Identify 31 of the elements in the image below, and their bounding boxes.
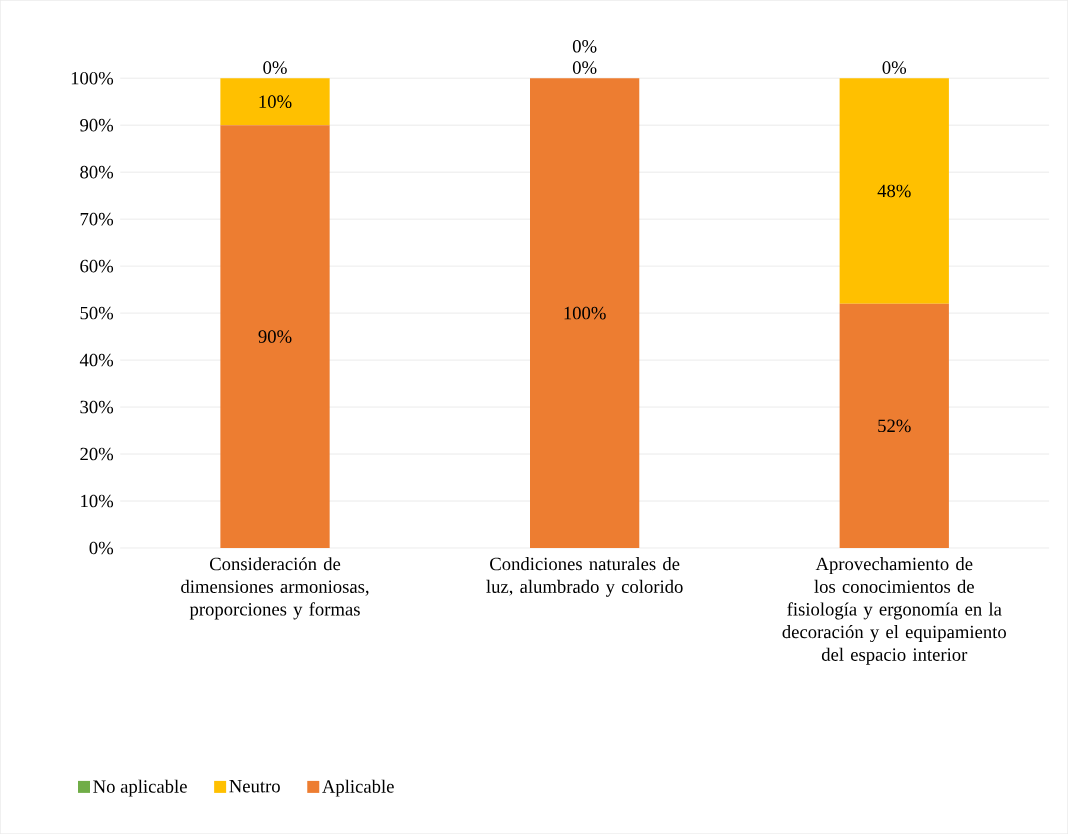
y-tick-label: 90%	[80, 118, 114, 132]
y-tick-label: 80%	[80, 165, 114, 179]
y-tick-label: 0%	[89, 541, 114, 555]
data-label: 0%	[882, 61, 907, 74]
bar	[220, 125, 330, 548]
data-label: 100%	[564, 306, 606, 320]
legend-label: No aplicable	[93, 779, 187, 797]
y-tick-label: 30%	[80, 400, 114, 414]
data-label: 0%	[263, 61, 287, 74]
x-tick-label: Consideración de dimensiones armoniosas, proporciones y formas	[181, 557, 369, 620]
x-tick-label: Condiciones naturales de luz, alumbrado y colorido	[486, 557, 683, 597]
data-label: 0%	[572, 39, 597, 53]
y-tick-label: 60%	[80, 259, 114, 273]
y-tick-label: 70%	[80, 212, 114, 226]
data-label: 48%	[877, 184, 911, 198]
x-tick-label: Aprovechamiento de los conocimientos de fisiología y ergonomía en la decoración y el equipamiento del espacio interior	[782, 557, 1006, 665]
y-tick-label: 40%	[79, 353, 114, 367]
legend-label: Neutro	[229, 780, 280, 793]
y-tick-label: 10%	[81, 494, 114, 508]
bar	[530, 78, 640, 548]
data-label: 52%	[878, 419, 911, 433]
bar	[220, 78, 330, 126]
bar	[839, 78, 949, 304]
y-tick-label: 50%	[80, 306, 114, 320]
data-label: 10%	[259, 95, 292, 108]
y-tick-label: 20%	[80, 447, 114, 461]
y-tick-label: 100%	[71, 71, 114, 85]
data-label: 90%	[258, 330, 292, 343]
bar	[839, 303, 949, 548]
legend-label: Aplicable	[322, 779, 394, 797]
data-label: 0%	[572, 61, 597, 74]
